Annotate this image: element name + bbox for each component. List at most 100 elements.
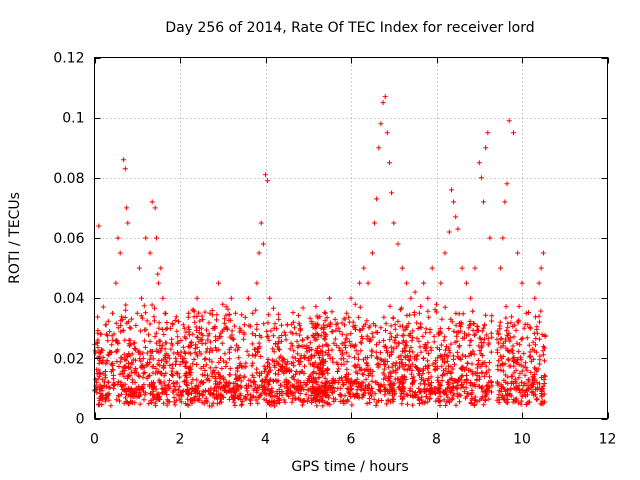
data-point [528,325,533,331]
data-point-noise [446,326,452,331]
data-point-noise [455,382,461,388]
data-point-noise [248,383,254,389]
data-point-noise [445,379,451,385]
data-point-noise [521,383,527,389]
data-point-noise [497,319,503,325]
data-point-noise [389,349,395,355]
data-point-noise [279,322,284,328]
data-point-noise [119,317,125,323]
data-point-noise [471,402,477,408]
data-point-noise [317,350,323,356]
data-point-noise [423,394,429,400]
data-point-noise [279,392,285,398]
data-point-noise [449,319,455,325]
data-point-noise [250,331,256,337]
data-point-noise [382,392,388,398]
data-point-noise [251,374,257,380]
data-point-noise [303,382,309,388]
data-point-noise [97,391,103,396]
data-point-noise [229,335,235,341]
data-point-noise [303,346,309,351]
data-point-noise [329,347,335,353]
data-point-noise [204,377,210,383]
data-point-noise [477,348,483,354]
data-point-noise [387,303,393,309]
data-point-noise [146,332,151,338]
data-point [141,370,147,376]
data-point-noise [536,313,542,319]
data-point-noise [442,334,448,340]
data-point-noise [442,304,448,310]
data-point-noise [202,309,208,315]
data-point-noise [113,320,119,326]
data-point-noise [407,388,413,394]
data-point-noise [311,379,317,385]
data-point-noise [431,339,437,345]
data-point-noise [479,343,485,349]
data-point-noise [315,331,321,337]
data-point [243,382,249,388]
data-point-noise [128,385,134,391]
data-point-noise [109,333,115,339]
data-point-noise [324,323,330,329]
data-point-noise [264,400,270,406]
data-point-noise [419,400,425,406]
data-point [525,385,531,391]
data-point-noise [434,385,440,391]
data-point-noise [232,347,238,353]
data-point-noise [460,335,466,341]
data-point-noise [503,315,509,321]
data-point-noise [448,364,454,370]
data-point-noise [441,356,447,362]
data-point [132,379,138,385]
data-point-noise [326,379,332,385]
data-point-noise [486,367,492,373]
data-point-noise [101,383,107,389]
data-point [228,295,234,301]
data-point-noise [300,398,306,403]
data-point-noise [361,323,367,329]
data-point-noise [275,378,281,384]
data-point-noise [296,320,302,326]
data-point-noise [173,397,179,403]
data-point-noise [464,379,470,385]
data-point-noise [390,315,396,321]
data-point-noise [106,352,112,357]
data-point-noise [455,329,461,335]
data-point-noise [197,318,203,324]
data-point-noise [127,337,133,343]
data-point-noise [410,328,416,334]
data-point-noise [310,333,316,339]
data-point-noise [508,320,514,326]
data-point-noise [421,355,427,361]
data-point [472,265,478,271]
data-point-noise [475,328,481,333]
data-point-noise [94,340,100,346]
data-point-noise [292,389,298,395]
data-point-noise [207,403,213,409]
data-point-noise [468,392,474,397]
data-point [442,250,448,256]
data-point-noise [156,377,162,383]
data-point-noise [369,353,374,359]
data-point-noise [409,380,415,386]
data-point-noise [405,363,411,369]
data-point-noise [399,401,405,407]
data-point-noise [206,320,212,326]
data-point-noise [445,394,451,400]
data-point-noise [521,350,527,356]
data-point-noise [235,384,241,390]
data-point-noise [170,381,176,387]
data-point-noise [149,302,155,308]
data-point-noise [150,396,156,402]
data-point [369,250,375,256]
data-point-noise [514,360,520,366]
data-point-noise [195,397,201,403]
data-point [303,391,309,397]
data-point-noise [271,399,276,405]
data-point-noise [330,376,336,382]
data-point-noise [383,343,388,349]
data-point-noise [144,318,150,324]
data-point-noise [122,368,128,374]
data-point-noise [448,316,454,322]
